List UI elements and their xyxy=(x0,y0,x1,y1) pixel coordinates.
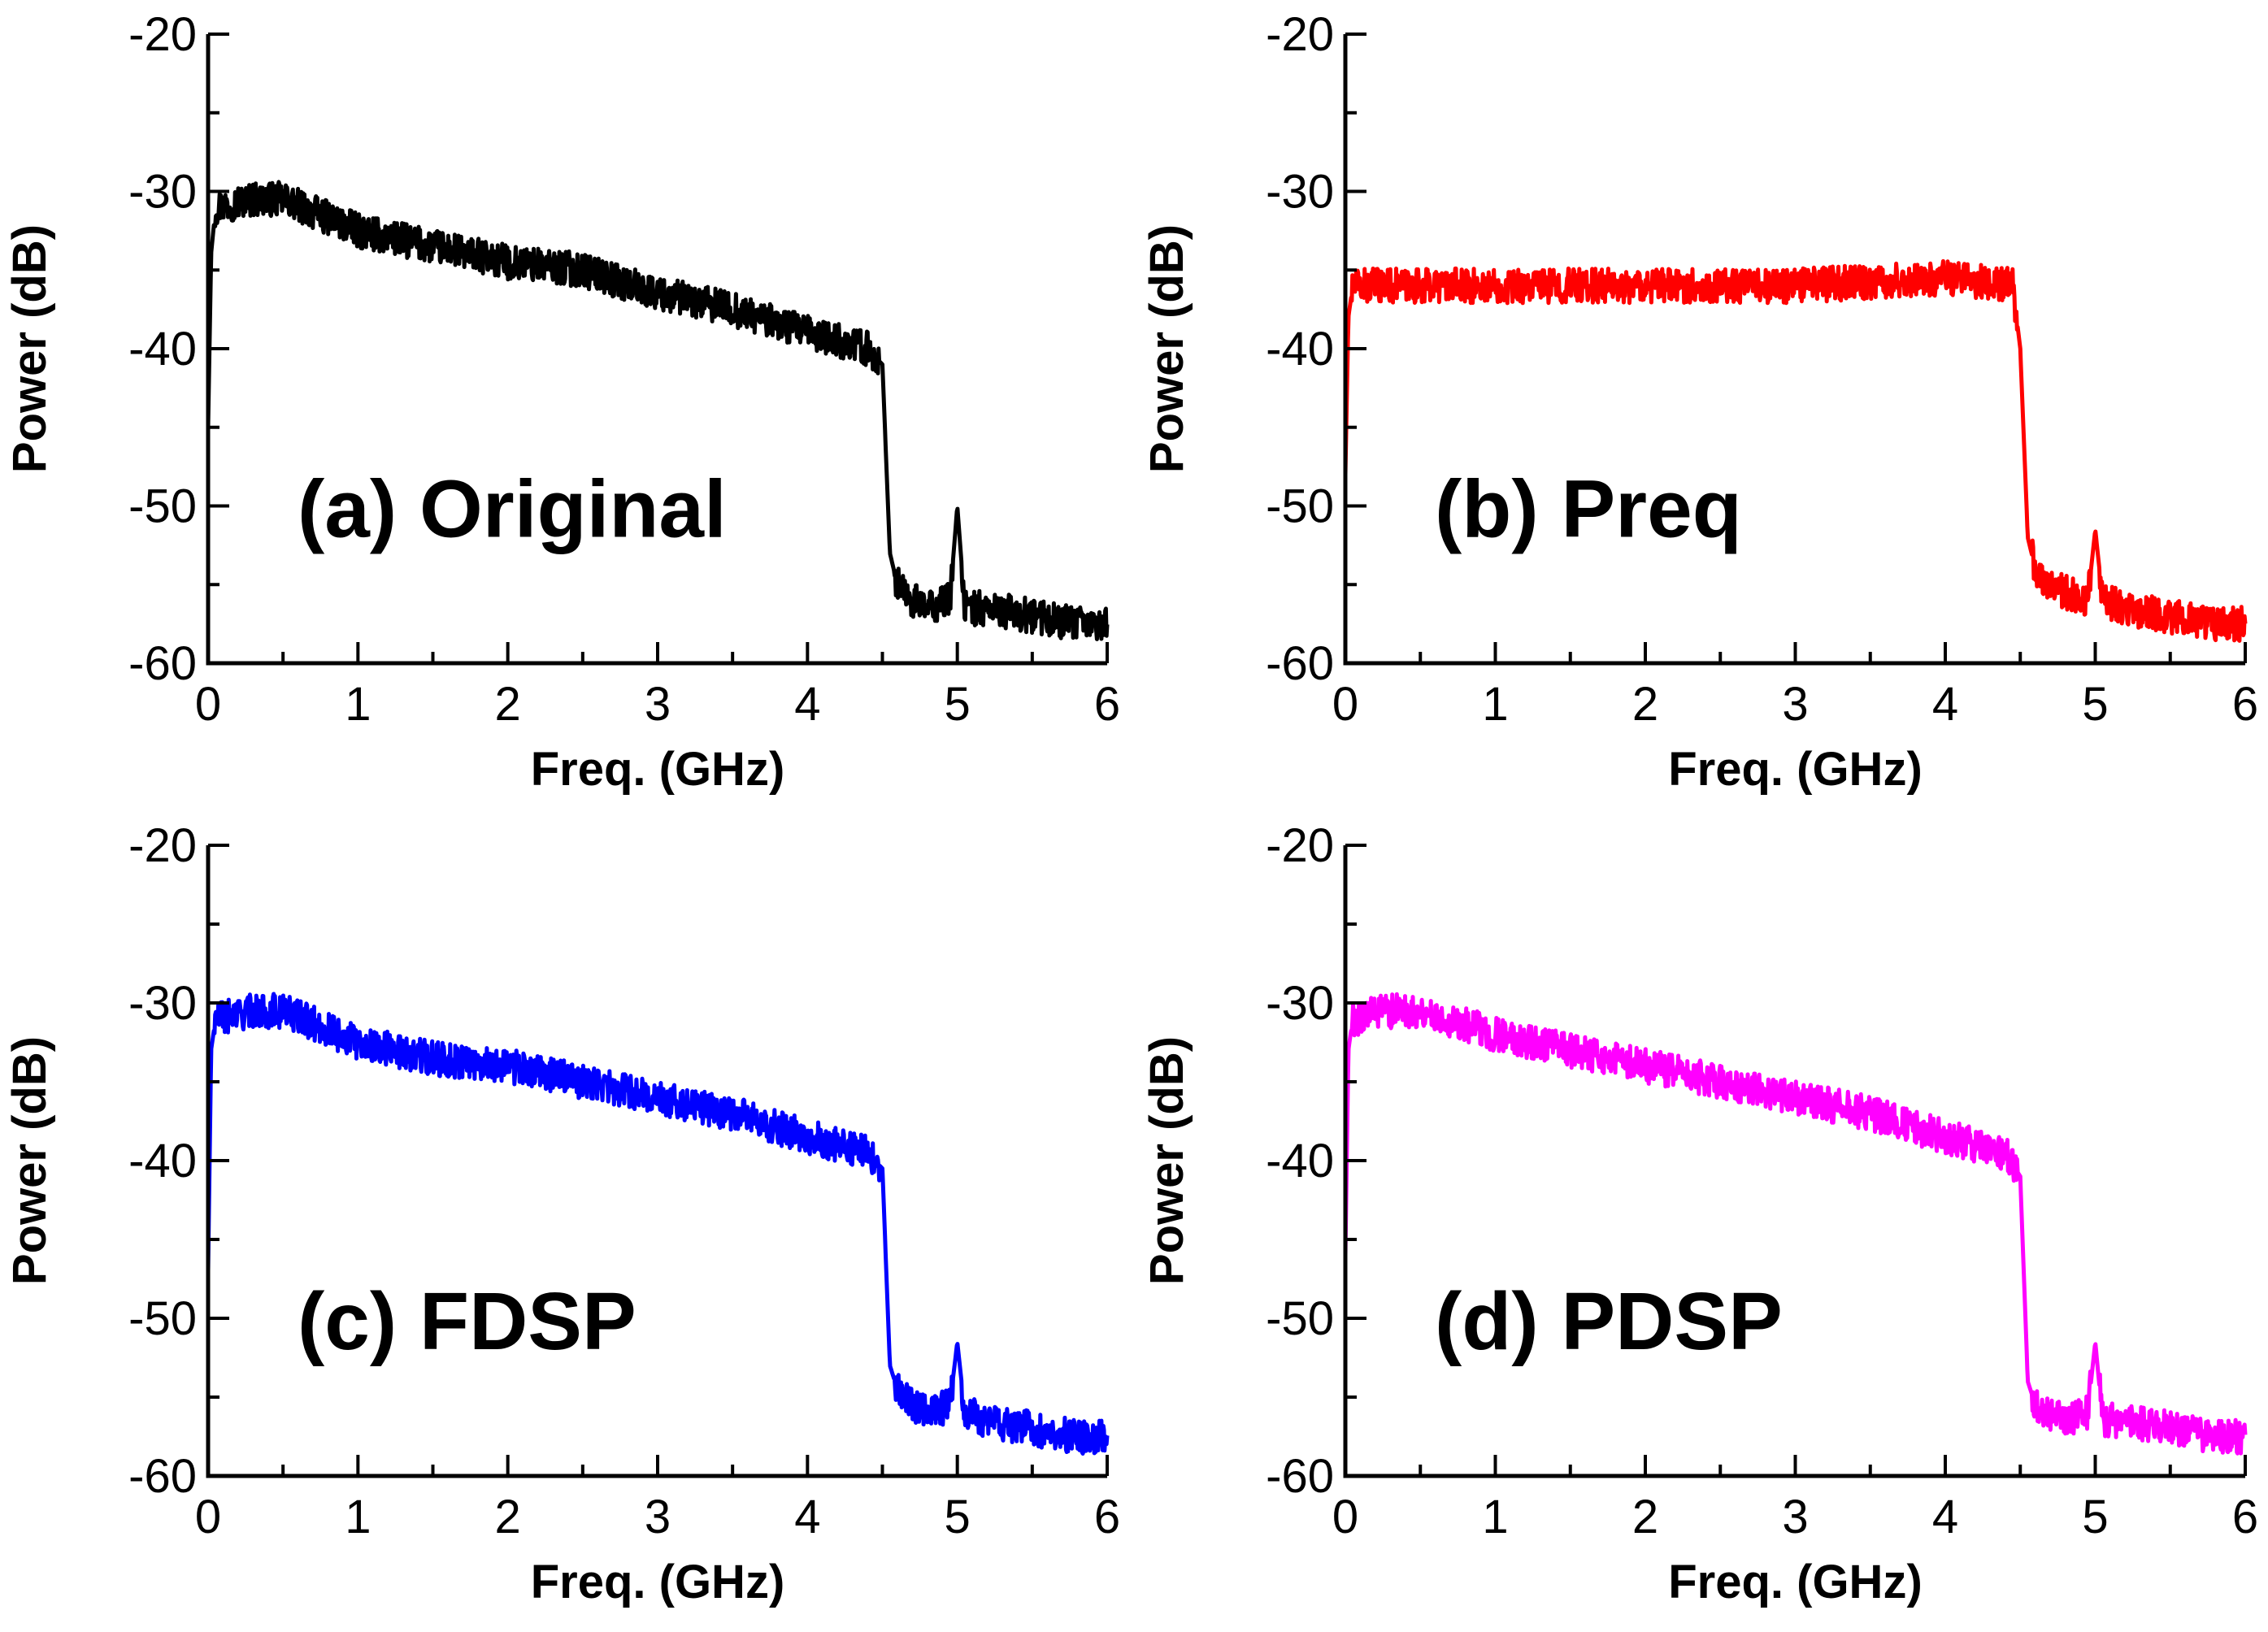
y-tick-label: -60 xyxy=(1266,637,1334,690)
x-tick-label: 1 xyxy=(345,1491,371,1543)
y-tick-label: -40 xyxy=(128,323,197,375)
y-tick-label: -20 xyxy=(128,8,197,61)
x-tick-label: 3 xyxy=(1782,678,1808,731)
panel-label: (d) PDSP xyxy=(1435,1276,1783,1367)
y-tick-label: -30 xyxy=(128,977,197,1030)
y-tick-label: -20 xyxy=(1266,819,1334,872)
x-tick-label: 6 xyxy=(2232,1491,2258,1543)
axes-frame xyxy=(1343,34,2245,666)
series-line-fdsp xyxy=(206,992,1110,1456)
series-line-preq xyxy=(1343,258,2248,643)
y-tick-label: -50 xyxy=(128,1292,197,1345)
y-tick-label: -40 xyxy=(1266,1135,1334,1187)
series-line-pdsp xyxy=(1343,992,2248,1456)
y-axis-title: Power (dB) xyxy=(1141,1036,1193,1285)
x-tick-label: 6 xyxy=(1094,678,1120,731)
y-axis-title: Power (dB) xyxy=(3,1036,56,1285)
x-tick-label: 0 xyxy=(1332,1491,1358,1543)
x-tick-label: 5 xyxy=(2082,678,2108,731)
y-tick-label: -50 xyxy=(1266,480,1334,533)
axes-frame xyxy=(1343,845,2245,1478)
panel-label: (a) Original xyxy=(298,464,727,555)
y-tick-label: -50 xyxy=(1266,1292,1334,1345)
panel-label: (c) FDSP xyxy=(298,1276,637,1367)
y-tick-label: -20 xyxy=(128,819,197,872)
x-tick-label: 2 xyxy=(1632,678,1658,731)
x-tick-label: 1 xyxy=(1482,678,1508,731)
series-line-original xyxy=(206,180,1110,641)
x-tick-label: 5 xyxy=(2082,1491,2108,1543)
y-tick-label: -30 xyxy=(1266,977,1334,1030)
x-axis-title: Freq. (GHz) xyxy=(1668,1556,1923,1608)
y-tick-label: -40 xyxy=(1266,323,1334,375)
panel-a: -20 -30 -40 -50 -600 1 2 3 4 5 6 Freq. (GHz) Power (… xyxy=(3,8,1120,796)
x-axis-title: Freq. (GHz) xyxy=(1668,743,1923,796)
x-tick-label: 6 xyxy=(1094,1491,1120,1543)
x-tick-label: 5 xyxy=(945,1491,971,1543)
x-tick-label: 3 xyxy=(645,1491,671,1543)
x-axis-title: Freq. (GHz) xyxy=(531,743,785,796)
y-tick-label: -60 xyxy=(1266,1450,1334,1503)
x-tick-label: 2 xyxy=(495,678,521,731)
x-tick-label: 0 xyxy=(195,1491,221,1543)
x-tick-label: 2 xyxy=(1632,1491,1658,1543)
axes-frame xyxy=(206,34,1107,666)
x-tick-label: 4 xyxy=(794,678,820,731)
panel-c: -20 -30 -40 -50 -600 1 2 3 4 5 6 Freq. (GHz) Power (… xyxy=(3,819,1120,1608)
x-tick-label: 0 xyxy=(1332,678,1358,731)
x-tick-label: 4 xyxy=(1932,678,1958,731)
panel-label: (b) Preq xyxy=(1435,464,1742,555)
x-tick-label: 2 xyxy=(495,1491,521,1543)
x-tick-label: 0 xyxy=(195,678,221,731)
x-tick-label: 6 xyxy=(2232,678,2258,731)
x-tick-label: 1 xyxy=(345,678,371,731)
x-tick-label: 4 xyxy=(794,1491,820,1543)
y-tick-label: -30 xyxy=(128,166,197,219)
axes-frame xyxy=(206,845,1107,1478)
x-tick-label: 5 xyxy=(945,678,971,731)
panel-d: -20 -30 -40 -50 -600 1 2 3 4 5 6 Freq. (GHz) Power (… xyxy=(1141,819,2258,1608)
y-tick-label: -20 xyxy=(1266,8,1334,61)
x-tick-label: 4 xyxy=(1932,1491,1958,1543)
x-tick-label: 3 xyxy=(1782,1491,1808,1543)
y-axis-title: Power (dB) xyxy=(1141,224,1193,473)
panel-b: -20 -30 -40 -50 -600 1 2 3 4 5 6 Freq. (GHz) Power (… xyxy=(1141,8,2258,796)
x-tick-label: 3 xyxy=(645,678,671,731)
y-axis-title: Power (dB) xyxy=(3,224,56,473)
x-tick-label: 1 xyxy=(1482,1491,1508,1543)
y-tick-label: -60 xyxy=(128,637,197,690)
y-tick-label: -30 xyxy=(1266,166,1334,219)
y-tick-label: -50 xyxy=(128,480,197,533)
y-tick-label: -60 xyxy=(128,1450,197,1503)
y-tick-label: -40 xyxy=(128,1135,197,1187)
x-axis-title: Freq. (GHz) xyxy=(531,1556,785,1608)
